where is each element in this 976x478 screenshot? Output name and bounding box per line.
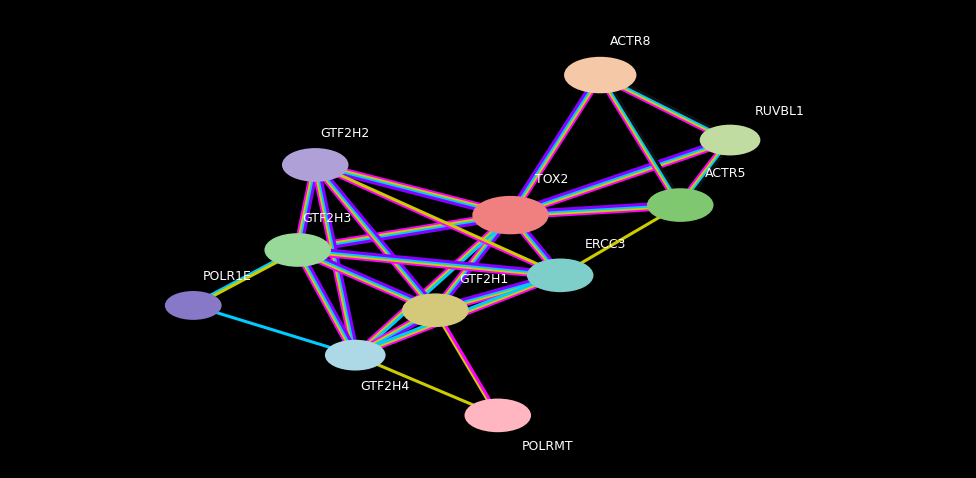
Text: RUVBL1: RUVBL1 — [754, 105, 804, 118]
Text: ERCC3: ERCC3 — [585, 238, 626, 251]
Ellipse shape — [528, 260, 592, 291]
Ellipse shape — [466, 400, 530, 431]
Ellipse shape — [326, 341, 385, 369]
Text: GTF2H3: GTF2H3 — [303, 212, 351, 226]
Ellipse shape — [648, 189, 712, 221]
Text: TOX2: TOX2 — [535, 173, 568, 186]
Ellipse shape — [565, 58, 635, 92]
Ellipse shape — [265, 234, 330, 266]
Ellipse shape — [701, 126, 759, 154]
Text: ACTR5: ACTR5 — [705, 167, 747, 181]
Text: ACTR8: ACTR8 — [610, 35, 652, 48]
Text: POLR1E: POLR1E — [203, 270, 252, 283]
Text: GTF2H1: GTF2H1 — [460, 272, 508, 286]
Text: GTF2H4: GTF2H4 — [360, 380, 409, 393]
Ellipse shape — [473, 197, 548, 233]
Ellipse shape — [283, 149, 347, 181]
Ellipse shape — [403, 294, 468, 326]
Text: GTF2H2: GTF2H2 — [320, 127, 369, 141]
Text: POLRMT: POLRMT — [522, 440, 574, 453]
Ellipse shape — [166, 292, 221, 319]
